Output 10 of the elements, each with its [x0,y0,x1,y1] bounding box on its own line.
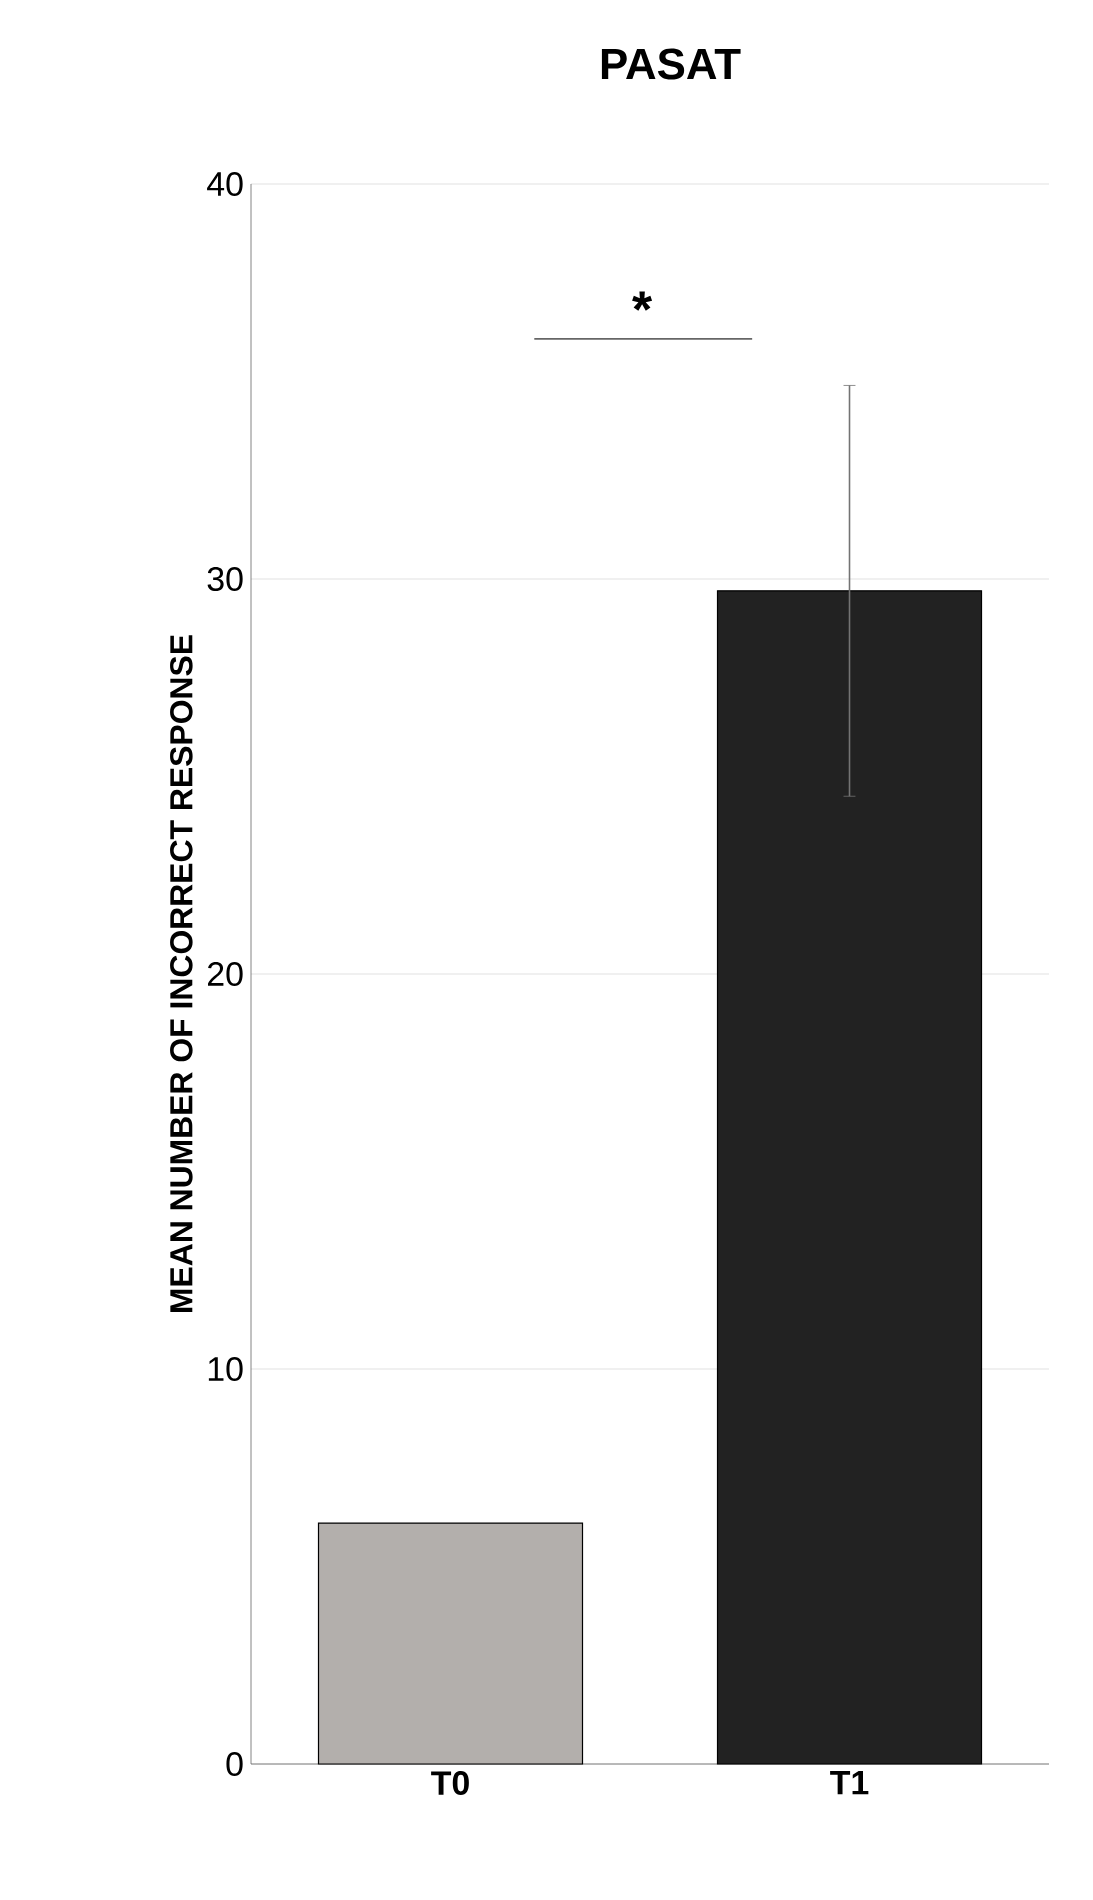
y-tick-label: 40 [207,172,243,196]
annotation: * [632,291,653,311]
y-tick-label: 0 [226,1752,243,1776]
chart-title: PASAT [601,48,741,80]
y-tick-label: 20 [208,962,243,986]
x-tick-label: T0 [431,1771,469,1796]
y-tick-label: 30 [207,567,243,591]
y-axis-title: MEAN NUMBER OF INCORRECT RESPONSE [170,635,193,1312]
y-tick-label: 10 [208,1357,243,1381]
x-tick-label: T1 [830,1771,869,1795]
